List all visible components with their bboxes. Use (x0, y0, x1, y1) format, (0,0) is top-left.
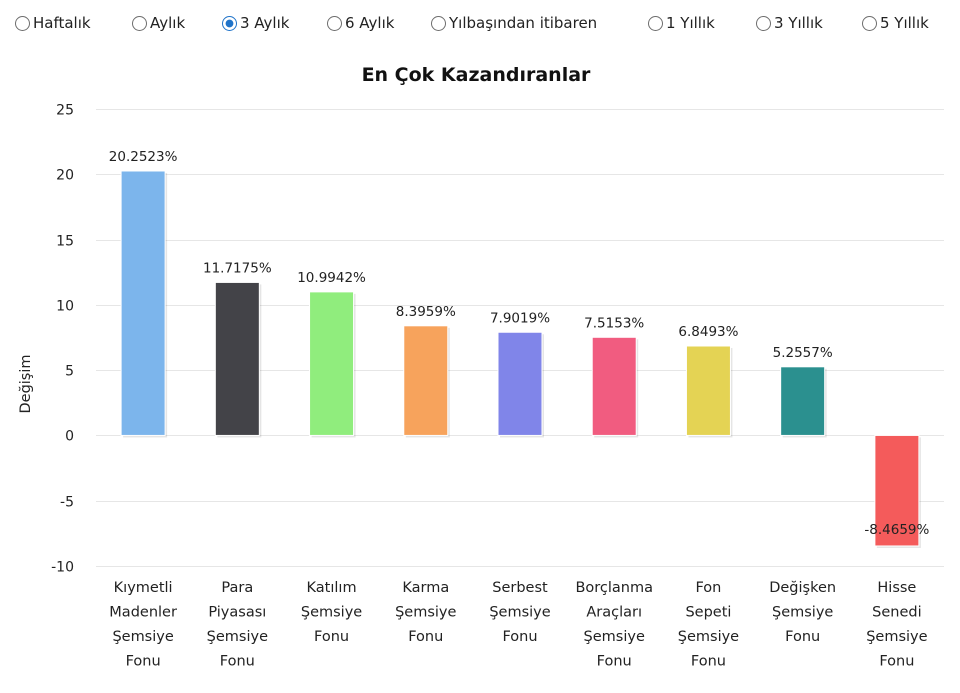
data-label: 7.9019% (490, 310, 550, 326)
radio-3-yillik[interactable]: 3 Yıllık (756, 11, 823, 35)
x-tick-label: Serbest Şemsiye Fonu (489, 580, 550, 645)
bars (120, 170, 921, 548)
radio-label: 5 Yıllık (880, 14, 929, 32)
x-tick-label: Katılım Şemsiye Fonu (301, 580, 362, 645)
radio-haftalik[interactable]: Haftalık (15, 11, 91, 35)
y-tick-label: 15 (56, 234, 74, 250)
radio-button-icon[interactable] (431, 15, 446, 31)
y-tick-label: 10 (56, 299, 74, 315)
x-axis: Kıymetli Madenler Şemsiye Fonu Para Piyasası Ş… (109, 580, 927, 670)
y-tick-label: 25 (56, 103, 74, 119)
radio-3-aylik[interactable]: 3 Aylık (222, 11, 289, 35)
radio-label: Aylık (150, 14, 186, 32)
radio-button-icon[interactable] (648, 15, 663, 31)
bar[interactable] (874, 434, 920, 547)
x-tick-label: Para Piyasası Şemsiye Fonu (207, 580, 268, 670)
x-tick-label: Borçlanma Araçları Şemsiye Fonu (575, 580, 653, 670)
x-tick-label: Değişken Şemsiye Fonu (769, 580, 836, 645)
radio-button-icon[interactable] (15, 15, 30, 31)
radio-label: 3 Aylık (240, 14, 290, 32)
y-tick-label: -5 (60, 495, 74, 511)
y-axis-label: Değişim (18, 354, 34, 413)
radio-label: Haftalık (33, 14, 91, 32)
data-label: 8.3959% (396, 304, 456, 320)
data-label: 7.5153% (584, 315, 644, 331)
radio-1-yillik[interactable]: 1 Yıllık (648, 11, 715, 35)
radio-5-yillik[interactable]: 5 Yıllık (862, 11, 929, 35)
bar[interactable] (214, 281, 260, 436)
data-label: 6.8493% (678, 324, 738, 340)
radio-6-aylik[interactable]: 6 Aylık (327, 11, 394, 35)
y-tick-label: 0 (65, 429, 74, 445)
y-tick-label: 20 (56, 168, 74, 184)
x-tick-label: Hisse Senedi Şemsiye Fonu (866, 580, 927, 670)
bar[interactable] (591, 336, 637, 436)
radio-yilbasindan-itibaren[interactable]: Yılbaşından itibaren (431, 11, 597, 35)
radio-button-icon[interactable] (862, 15, 877, 31)
bar[interactable] (685, 345, 731, 436)
data-label: 10.9942% (297, 270, 366, 286)
bar-chart: En Çok Kazandıranlar 25 20 15 10 5 0 -5 -10 Değ… (18, 64, 944, 670)
y-tick-label: 5 (65, 364, 74, 380)
period-selector: Haftalık Aylık 3 Aylık 6 Aylık Yılbaşınd… (0, 0, 960, 46)
x-tick-label: Fon Sepeti Şemsiye Fonu (678, 580, 739, 670)
bar[interactable] (403, 325, 449, 436)
data-labels: 20.2523% 11.7175% 10.9942% 8.3959% 7.9019% 7.… (109, 149, 930, 538)
radio-button-icon[interactable] (756, 15, 771, 31)
bar[interactable] (309, 291, 355, 436)
x-tick-label: Kıymetli Madenler Şemsiye Fonu (109, 580, 177, 670)
data-label: 20.2523% (109, 149, 178, 165)
bar[interactable] (120, 170, 166, 436)
radio-label: 1 Yıllık (666, 14, 715, 32)
y-axis: 25 20 15 10 5 0 -5 -10 (51, 103, 74, 576)
data-label: -8.4659% (864, 522, 929, 538)
radio-button-icon[interactable] (222, 15, 237, 31)
data-label: 11.7175% (203, 260, 272, 276)
chart-title: En Çok Kazandıranlar (362, 64, 591, 86)
radio-button-icon[interactable] (327, 15, 342, 31)
data-label: 5.2557% (773, 345, 833, 361)
x-tick-label: Karma Şemsiye Fonu (395, 580, 456, 645)
y-tick-label: -10 (51, 560, 74, 576)
radio-label: 3 Yıllık (774, 14, 823, 32)
radio-aylik[interactable]: Aylık (132, 11, 185, 35)
bar[interactable] (497, 331, 543, 436)
radio-button-icon[interactable] (132, 15, 147, 31)
radio-label: Yılbaşından itibaren (449, 14, 598, 32)
bar[interactable] (780, 366, 826, 436)
radio-label: 6 Aylık (345, 14, 395, 32)
